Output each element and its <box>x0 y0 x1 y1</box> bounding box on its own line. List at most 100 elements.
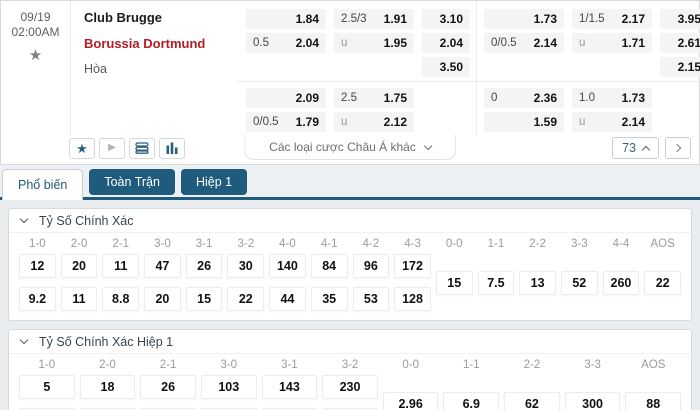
score-odds-cell[interactable]: 88 <box>625 391 682 410</box>
score-odds-cell[interactable]: 44 <box>269 287 306 311</box>
chevron-right-icon <box>672 143 682 153</box>
score-odds-cell[interactable]: 84 <box>310 254 348 278</box>
odds-cell-hdp[interactable]: 1.73 <box>484 9 564 29</box>
odds-cell-1x2[interactable]: 2.04 <box>422 33 470 53</box>
odds-cell-hdp[interactable]: 1.59 <box>484 112 564 132</box>
odds-cell-total[interactable]: u 1.95 <box>334 33 414 53</box>
empty-odds-slot <box>422 88 470 108</box>
tab-hiep-1[interactable]: Hiệp 1 <box>180 169 248 195</box>
odds-cell-total[interactable]: u 1.71 <box>572 33 652 53</box>
team-away: Borussia Dortmund <box>84 36 206 51</box>
odds-cell-hdp[interactable]: 0/0.5 2.14 <box>484 33 564 53</box>
score-odds-cell[interactable]: 26 <box>185 254 223 278</box>
odds-cell-hdp[interactable]: 1.84 <box>246 9 326 29</box>
score-odds-cell[interactable]: 22 <box>644 270 681 295</box>
odds-group-fulltime: 1.84 2.5/3 1.91 3.10 0.5 2.04 u 1.95 2.04 3… <box>238 9 476 81</box>
score-odds-cell[interactable]: 300 <box>564 391 621 410</box>
score-odds-cell[interactable]: 96 <box>352 254 390 278</box>
section-header[interactable]: Tỷ Số Chính Xác Hiệp 1 <box>9 330 691 354</box>
score-odds-cell[interactable]: 103 <box>200 375 257 399</box>
score-column: 0-0 15 <box>435 235 473 311</box>
score-odds-cell[interactable]: 13 <box>519 270 556 295</box>
odds-value: 2.14 <box>533 36 557 50</box>
bar-chart-icon <box>166 142 178 154</box>
score-odds-cell[interactable]: 8.8 <box>102 287 140 311</box>
odds-cell-1x2[interactable]: 3.10 <box>422 9 470 29</box>
score-odds-cell[interactable]: 128 <box>394 287 431 311</box>
score-odds-cell[interactable]: 62 <box>504 391 560 410</box>
odds-cell-1x2[interactable]: 2.15 <box>660 57 700 77</box>
odds-cell-total[interactable]: 1/1.5 2.17 <box>572 9 652 29</box>
score-odds-cell[interactable]: 9.2 <box>19 287 56 311</box>
under-label: u <box>341 37 348 49</box>
odds-group-divider <box>476 1 477 135</box>
score-column: 2-2 62 <box>504 356 560 410</box>
score-odds-cell[interactable]: 11 <box>79 408 136 410</box>
score-odds-cell[interactable]: 30 <box>227 254 265 278</box>
score-odds-cell[interactable]: 12 <box>19 254 56 278</box>
score-odds-cell[interactable]: 11 <box>60 287 98 311</box>
next-arrow-button[interactable] <box>665 137 691 159</box>
score-column: AOS 88 <box>625 356 682 410</box>
tab-toan-tran[interactable]: Toàn Trận <box>89 169 175 195</box>
odds-cell-hdp[interactable]: 0.5 2.04 <box>246 33 326 53</box>
odds-cell-total[interactable]: 2.5/3 1.91 <box>334 9 414 29</box>
favorite-star-icon[interactable]: ★ <box>28 47 43 64</box>
score-odds-cell[interactable]: 52 <box>560 270 598 295</box>
score-odds-cell[interactable]: 19 <box>140 408 196 410</box>
odds-cell-hdp[interactable]: 0 2.36 <box>484 88 564 108</box>
score-odds-cell[interactable]: 6.9 <box>443 391 500 410</box>
score-odds-cell[interactable]: 35 <box>310 287 348 311</box>
teams-column: Club Brugge Borussia Dortmund Hòa <box>71 1 238 135</box>
odds-cell-hdp[interactable]: 0/0.5 1.79 <box>246 112 326 132</box>
score-odds-cell[interactable]: 15 <box>435 270 473 295</box>
score-column: 2-0 18 11 <box>79 356 136 410</box>
score-odds-cell[interactable]: 5 <box>19 375 75 399</box>
score-odds-cell[interactable]: 2.96 <box>382 391 439 410</box>
score-odds-cell[interactable]: 140 <box>269 254 306 278</box>
odds-cell-total[interactable]: 1.0 1.73 <box>572 88 652 108</box>
score-header: 3-2 <box>237 238 255 250</box>
score-odds-cell[interactable]: 15 <box>185 287 223 311</box>
odds-cell-1x2[interactable]: 3.50 <box>422 57 470 77</box>
odds-cell-hdp[interactable]: 2.09 <box>246 88 326 108</box>
score-column: 2-1 26 19 <box>140 356 196 410</box>
score-odds-cell[interactable]: 53 <box>352 287 390 311</box>
score-odds-cell[interactable]: 230 <box>322 375 378 399</box>
score-odds-cell[interactable]: 172 <box>394 254 431 278</box>
star-icon: ★ <box>76 140 88 156</box>
score-odds-cell[interactable]: 79 <box>261 408 318 410</box>
score-odds-cell[interactable]: 43 <box>200 408 257 410</box>
score-odds-cell[interactable]: 230 <box>322 408 378 410</box>
odds-cell-total[interactable]: 2.5 1.75 <box>334 88 414 108</box>
score-odds-cell[interactable]: 20 <box>60 254 98 278</box>
tab-pho-bien[interactable]: Phổ biến <box>2 169 84 200</box>
empty-odds-slot <box>660 88 700 108</box>
score-odds-cell[interactable]: 18 <box>79 375 136 399</box>
score-odds-cell[interactable]: 3.75 <box>19 408 75 410</box>
score-odds-cell[interactable]: 260 <box>602 270 640 295</box>
odds-cell-total[interactable]: u 2.14 <box>572 112 652 132</box>
favorite-star-button[interactable]: ★ <box>69 137 95 159</box>
stack-button[interactable] <box>129 137 155 159</box>
score-odds-cell[interactable]: 143 <box>261 375 318 399</box>
score-odds-cell[interactable]: 47 <box>144 254 181 278</box>
odds-cell-1x2[interactable]: 3.95 <box>660 9 700 29</box>
section-correct-score-1h: Tỷ Số Chính Xác Hiệp 1 1-053.752-018112-… <box>8 329 692 410</box>
section-header[interactable]: Tỷ Số Chính Xác <box>9 209 691 233</box>
score-header: 2-1 <box>112 238 130 250</box>
score-odds-cell[interactable]: 22 <box>227 287 265 311</box>
odds-cell-1x2[interactable]: 2.61 <box>660 33 700 53</box>
market-count-button[interactable]: 73 <box>612 137 659 159</box>
score-odds-cell[interactable]: 20 <box>144 287 181 311</box>
odds-value: 1.73 <box>621 91 645 105</box>
odds-value: 1.73 <box>533 12 557 26</box>
score-odds-cell[interactable]: 11 <box>102 254 140 278</box>
more-asian-bets-dropdown[interactable]: Các loại cược Châu Á khác <box>244 135 456 160</box>
score-odds-cell[interactable]: 26 <box>140 375 196 399</box>
statistics-button[interactable] <box>159 137 185 159</box>
live-play-button[interactable]: ▶ <box>99 137 125 159</box>
odds-cell-total[interactable]: u 2.12 <box>334 112 414 132</box>
score-column: 3-3 52 <box>560 235 598 311</box>
score-odds-cell[interactable]: 7.5 <box>477 270 515 295</box>
